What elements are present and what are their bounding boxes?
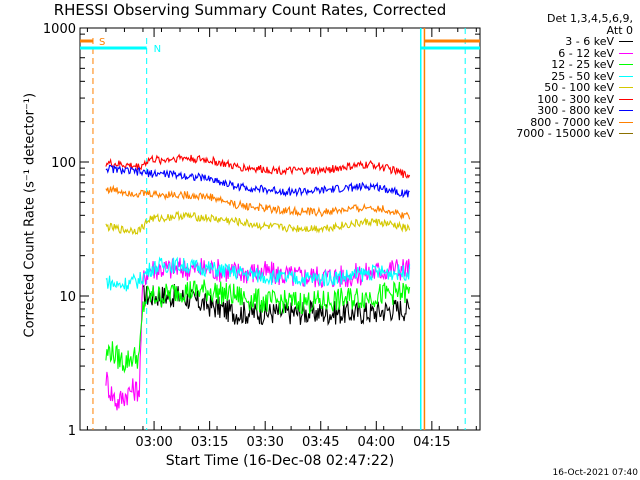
legend-entry: 3 - 6 keV bbox=[478, 36, 633, 48]
legend-swatch bbox=[619, 64, 633, 66]
series-line-7 bbox=[105, 184, 411, 221]
legend-entry: 25 - 50 keV bbox=[478, 69, 633, 83]
legend-label: 6 - 12 keV bbox=[558, 46, 614, 60]
legend-swatch bbox=[619, 87, 633, 89]
legend-entry: 800 - 7000 keV bbox=[478, 115, 633, 129]
saa-label: S bbox=[99, 37, 105, 48]
legend-swatch bbox=[619, 133, 633, 135]
series-line-5 bbox=[105, 153, 411, 179]
y-tick-label: 1 bbox=[68, 424, 76, 439]
y-tick-label: 100 bbox=[51, 156, 76, 171]
x-axis: 03:00 03:15 03:30 03:45 04:00 04:15 bbox=[86, 28, 477, 450]
legend-label: 50 - 100 keV bbox=[544, 81, 614, 94]
marker-lines: SN bbox=[80, 28, 480, 430]
legend-entry: 100 - 300 keV bbox=[478, 92, 633, 106]
series-line-2 bbox=[105, 279, 411, 374]
legend-label: 100 - 300 keV bbox=[537, 92, 614, 106]
legend-entry: 12 - 25 keV bbox=[478, 59, 633, 71]
legend-label: 300 - 800 keV bbox=[537, 104, 614, 117]
x-tick-label: 03:00 bbox=[135, 435, 172, 450]
series-line-4 bbox=[105, 210, 411, 236]
night-label: N bbox=[154, 44, 161, 55]
y-axis: 1 10 100 1000 bbox=[43, 22, 480, 439]
legend-swatch bbox=[619, 110, 633, 112]
series-line-6 bbox=[105, 164, 410, 199]
chart-title: RHESSI Observing Summary Count Rates, Co… bbox=[53, 1, 447, 19]
legend-entry: 6 - 12 keV bbox=[478, 46, 633, 60]
x-tick-label: 03:45 bbox=[302, 435, 339, 450]
legend-swatch bbox=[619, 52, 633, 54]
legend-label: 3 - 6 keV bbox=[565, 35, 614, 48]
x-tick-label: 04:00 bbox=[358, 435, 395, 450]
plot-frame bbox=[79, 27, 481, 431]
legend-swatch bbox=[619, 98, 633, 100]
legend-entry: 50 - 100 keV bbox=[478, 82, 633, 94]
legend-label: 800 - 7000 keV bbox=[530, 115, 614, 129]
y-tick-label: 1000 bbox=[43, 22, 76, 37]
legend-label: 7000 - 15000 keV bbox=[516, 127, 614, 140]
x-axis-label: Start Time (16-Dec-08 02:47:22) bbox=[165, 453, 395, 469]
legend-swatch bbox=[619, 75, 633, 77]
legend-swatch bbox=[619, 121, 633, 123]
y-axis-label: Corrected Count Rate (s⁻¹ detector⁻¹) bbox=[22, 92, 38, 338]
x-tick-label: 03:30 bbox=[246, 435, 283, 450]
series-lines bbox=[105, 153, 411, 411]
legend-label: 12 - 25 keV bbox=[551, 58, 614, 71]
plot-border bbox=[79, 27, 481, 431]
legend-label: 25 - 50 keV bbox=[551, 69, 614, 83]
series-line-3 bbox=[105, 256, 411, 292]
legend: Det 1,3,4,5,6,9, Att 0 3 - 6 keV 6 - 12 k… bbox=[478, 13, 633, 140]
legend-entry: 300 - 800 keV bbox=[478, 105, 633, 117]
x-tick-label: 03:15 bbox=[191, 435, 228, 450]
legend-swatch bbox=[619, 41, 633, 43]
x-tick-label: 04:15 bbox=[413, 435, 450, 450]
legend-rows: 3 - 6 keV 6 - 12 keV 12 - 25 keV 25 - 50 ke… bbox=[478, 36, 633, 140]
date-stamp: 16-Oct-2021 07:40 bbox=[552, 468, 638, 478]
legend-entry: 7000 - 15000 keV bbox=[478, 128, 633, 140]
series-line-0 bbox=[142, 283, 411, 326]
legend-header-attenuator: Att 0 bbox=[606, 23, 633, 37]
y-tick-label: 10 bbox=[59, 290, 76, 305]
legend-header-detectors: Det 1,3,4,5,6,9, bbox=[546, 12, 633, 25]
